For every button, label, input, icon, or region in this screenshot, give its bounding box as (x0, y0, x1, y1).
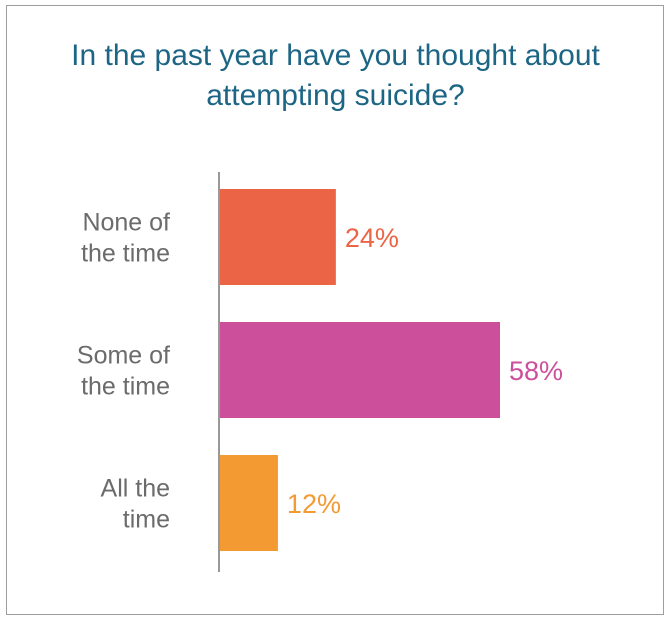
bar-1 (220, 322, 500, 418)
value-label-1: 58% (509, 356, 563, 386)
category-label-0-line-0: None of (82, 209, 170, 237)
bar-0 (220, 189, 336, 285)
category-label-2-line-1: time (123, 506, 170, 534)
value-label-2: 12% (287, 489, 341, 519)
category-label-1-line-1: the time (81, 373, 170, 401)
chart-frame (6, 5, 664, 615)
category-label-1-line-0: Some of (77, 342, 170, 370)
category-label-0-line-1: the time (81, 240, 170, 268)
bar-2 (220, 455, 278, 551)
chart-title: In the past year have you thought about … (71, 39, 600, 112)
category-label-2-line-0: All the (101, 475, 170, 503)
value-label-0: 24% (345, 223, 399, 253)
